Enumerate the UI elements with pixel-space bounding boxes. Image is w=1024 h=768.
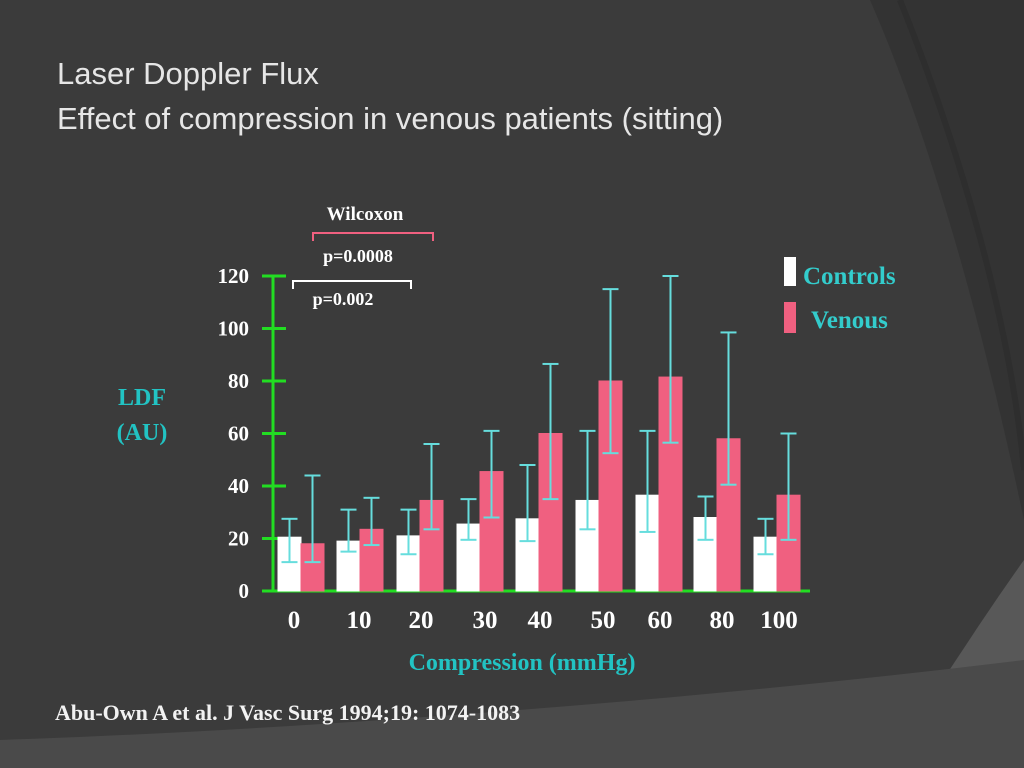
error-bar-venous-30 (483, 429, 500, 519)
x-tick-label-60: 60 (648, 607, 673, 634)
x-tick-label-20: 20 (409, 607, 434, 634)
bracket-venous (312, 232, 434, 241)
legend-label-venous: Venous (811, 307, 888, 334)
error-bar-venous-40 (542, 362, 559, 501)
error-bar-controls-30 (460, 498, 477, 541)
citation: Abu-Own A et al. J Vasc Surg 1994;19: 10… (55, 700, 521, 725)
wilcoxon-label: Wilcoxon (327, 204, 404, 225)
bar-chart: 0 20 40 60 80 100 120 0 10 20 30 40 50 60 80 100 Wilcox… (117, 204, 896, 676)
y-tick-label-100: 100 (218, 317, 250, 341)
legend-swatch-venous (784, 302, 796, 333)
error-bar-controls-10 (340, 508, 357, 553)
error-bar-controls-100 (757, 517, 774, 556)
x-tick-label-0: 0 (288, 607, 301, 634)
error-bar-controls-80 (697, 495, 714, 541)
y-axis-label-line1: LDF (118, 385, 166, 411)
legend-swatch-controls (784, 257, 796, 286)
x-tick-label-40: 40 (528, 607, 553, 634)
x-tick-label-30: 30 (473, 607, 498, 634)
p-value-controls: p=0.002 (313, 289, 374, 309)
error-bar-venous-100 (780, 432, 797, 541)
x-tick-label-100: 100 (760, 607, 798, 634)
error-bar-venous-50 (602, 288, 619, 455)
x-tick-label-80: 80 (710, 607, 735, 634)
error-bar-venous-20 (423, 443, 440, 531)
slide-title-line1: Laser Doppler Flux (57, 56, 319, 91)
slide-title-line2: Effect of compression in venous patients… (57, 101, 724, 136)
error-bar-venous-10 (363, 496, 380, 547)
y-tick-label-0: 0 (239, 579, 250, 603)
error-bar-controls-40 (519, 464, 536, 543)
error-bar-controls-0 (281, 517, 298, 564)
x-tick-label-50: 50 (591, 607, 616, 634)
y-tick-label-40: 40 (228, 474, 249, 498)
x-tick-label-10: 10 (347, 607, 372, 634)
error-bar-controls-20 (400, 508, 417, 556)
y-tick-label-20: 20 (228, 527, 249, 551)
error-bar-controls-50 (579, 429, 596, 531)
bracket-controls (292, 280, 412, 289)
error-bar-venous-80 (720, 331, 737, 486)
error-bar-venous-60 (662, 275, 679, 444)
error-bar-venous-0 (304, 474, 321, 564)
p-value-venous: p=0.0008 (323, 246, 393, 266)
y-tick-label-120: 120 (218, 264, 250, 288)
error-bar-controls-60 (639, 429, 656, 533)
legend-label-controls: Controls (803, 263, 896, 290)
y-tick-label-80: 80 (228, 369, 249, 393)
y-axis-label-line2: (AU) (117, 420, 168, 446)
y-tick-label-60: 60 (228, 422, 249, 446)
x-axis-label: Compression (mmHg) (409, 650, 636, 676)
